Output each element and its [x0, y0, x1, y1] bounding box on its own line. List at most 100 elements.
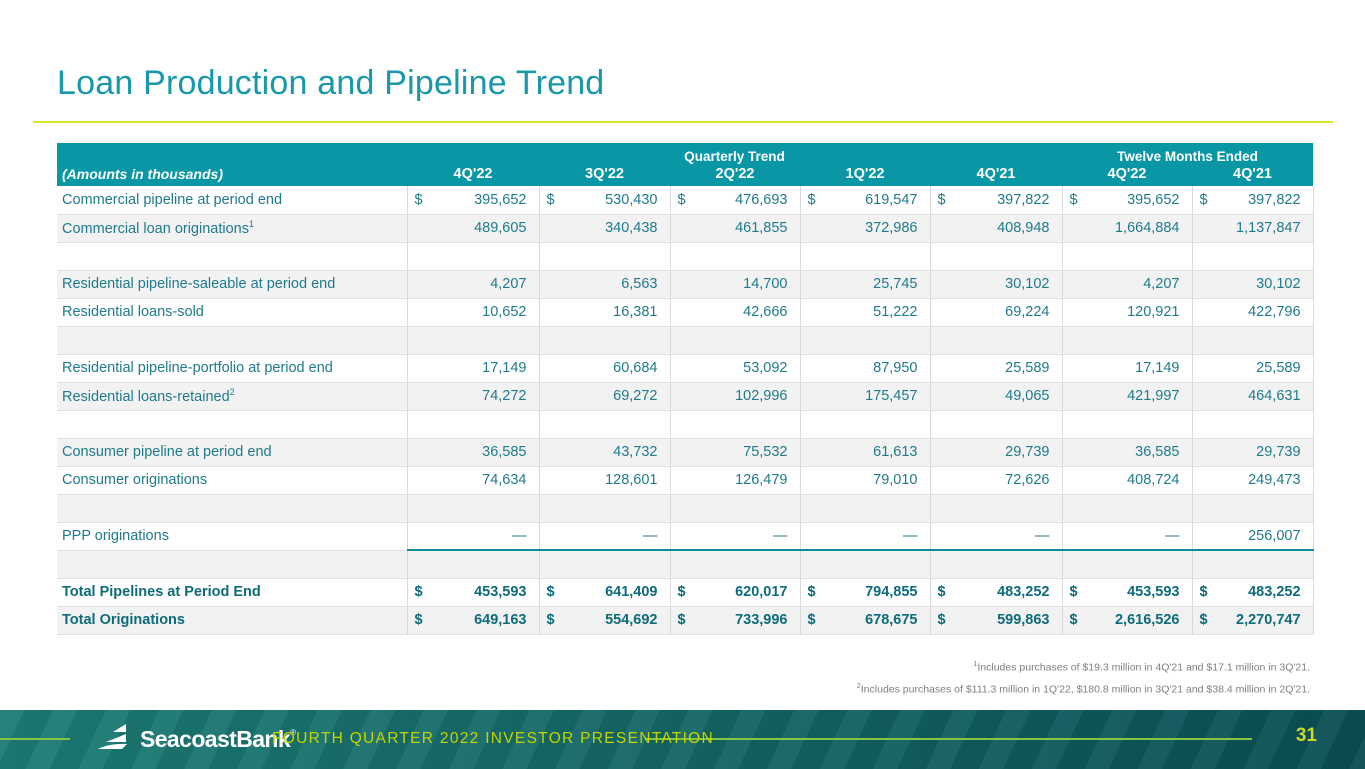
cell-value: —	[773, 527, 788, 544]
cell-value: 249,473	[1248, 472, 1301, 488]
value-cell	[1061, 550, 1192, 579]
value-cell: 75,532	[669, 438, 800, 467]
value-cell: 72,626	[929, 466, 1062, 495]
column-header: 4Q'21	[930, 164, 1062, 186]
group-header-row: Quarterly Trend Twelve Months Ended	[57, 143, 1314, 164]
footnote-1: 1Includes purchases of $19.3 million in …	[857, 655, 1310, 677]
row-label: Total Originations	[57, 606, 407, 635]
value-cell: 25,745	[799, 270, 930, 299]
table-body: Commercial pipeline at period end $395,65…	[57, 186, 1314, 635]
dollar-sign: $	[414, 612, 423, 628]
cell-value: 372,986	[865, 220, 918, 236]
table-row: Residential pipeline-saleable at period …	[57, 270, 1314, 299]
cell-value: 489,605	[474, 220, 527, 236]
value-cell: 6,563	[538, 270, 670, 299]
row-label: Residential pipeline-saleable at period …	[57, 270, 407, 299]
column-header-row: (Amounts in thousands) 4Q'22 3Q'22 2Q'22…	[57, 164, 1314, 186]
row-label: Residential loans-retained2	[57, 382, 407, 411]
cell-value: 49,065	[1005, 388, 1050, 404]
dollar-sign: $	[937, 584, 946, 600]
value-cell: $395,652	[406, 186, 539, 215]
row-label: Consumer originations	[57, 466, 407, 495]
value-cell: 1,137,847	[1191, 214, 1314, 243]
value-cell	[1061, 242, 1192, 271]
cell-value: 453,593	[474, 584, 527, 600]
value-cell: $794,855	[799, 578, 930, 607]
value-cell	[929, 410, 1062, 439]
value-cell: 43,732	[538, 438, 670, 467]
value-cell	[538, 494, 670, 523]
value-cell: $397,822	[929, 186, 1062, 215]
value-cell: 4,207	[1061, 270, 1192, 299]
page-title: Loan Production and Pipeline Trend	[57, 64, 605, 102]
value-cell: 30,102	[1191, 270, 1314, 299]
value-cell	[1061, 326, 1192, 355]
cell-value: 25,745	[873, 276, 918, 292]
cell-value: 476,693	[735, 191, 788, 208]
cell-value: 408,724	[1127, 472, 1180, 488]
value-cell: 61,613	[799, 438, 930, 467]
cell-value: 25,589	[1005, 360, 1050, 376]
table-row: Residential pipeline-portfolio at period…	[57, 354, 1314, 383]
cell-value: 53,092	[743, 360, 788, 376]
value-cell: 42,666	[669, 298, 800, 327]
cell-value: 395,652	[1127, 191, 1180, 208]
footnote-sup: 1	[973, 659, 978, 668]
row-label	[57, 410, 407, 439]
cell-value: 126,479	[735, 472, 788, 488]
value-cell: $599,863	[929, 606, 1062, 635]
value-cell	[1061, 494, 1192, 523]
value-cell: 14,700	[669, 270, 800, 299]
loan-production-table-container: Quarterly Trend Twelve Months Ended (Amo…	[57, 143, 1314, 635]
cell-value: 69,224	[1005, 304, 1050, 320]
footnote-2: 2Includes purchases of $111.3 million in…	[857, 677, 1310, 699]
spacer-row	[57, 242, 1314, 271]
value-cell	[799, 494, 930, 523]
value-cell: 87,950	[799, 354, 930, 383]
cell-value: 733,996	[735, 612, 788, 628]
value-cell: 464,631	[1191, 382, 1314, 411]
row-label	[57, 494, 407, 523]
cell-value: 461,855	[735, 220, 788, 236]
cell-value: 649,163	[474, 612, 527, 628]
value-cell: —	[929, 522, 1062, 551]
dollar-sign: $	[807, 584, 816, 600]
cell-value: 102,996	[735, 388, 788, 404]
table-row: Consumer originations 74,634 128,601 126,47…	[57, 466, 1314, 495]
cell-value: 74,634	[482, 472, 527, 488]
value-cell: 422,796	[1191, 298, 1314, 327]
cell-value: 4,207	[1143, 276, 1180, 292]
dollar-sign: $	[1069, 584, 1078, 600]
row-label	[57, 242, 407, 271]
table-row: Total Originations $649,163 $554,692 $733,9…	[57, 606, 1314, 635]
spacer-row	[57, 494, 1314, 523]
dollar-sign: $	[1069, 612, 1078, 628]
row-label: PPP originations	[57, 522, 407, 551]
spacer-row	[57, 326, 1314, 355]
dollar-sign: $	[414, 191, 423, 208]
value-cell: 60,684	[538, 354, 670, 383]
cell-value: 6,563	[621, 276, 658, 292]
table-row: Total Pipelines at Period End $453,593 $64…	[57, 578, 1314, 607]
value-cell: —	[538, 522, 670, 551]
dollar-sign: $	[546, 584, 555, 600]
value-cell	[669, 326, 800, 355]
cell-value: 421,997	[1127, 388, 1180, 404]
value-cell: $619,547	[799, 186, 930, 215]
value-cell: 36,585	[406, 438, 539, 467]
cell-value: —	[903, 527, 918, 544]
cell-value: 128,601	[605, 472, 658, 488]
table-row: Residential loans-sold 10,652 16,381 42,666…	[57, 298, 1314, 327]
cell-value: 464,631	[1248, 388, 1301, 404]
value-cell	[799, 326, 930, 355]
cell-value: 4,207	[490, 276, 527, 292]
dollar-sign: $	[414, 584, 423, 600]
value-cell	[799, 242, 930, 271]
value-cell	[1191, 326, 1314, 355]
cell-value: 678,675	[865, 612, 918, 628]
cell-value: 397,822	[1248, 191, 1301, 208]
cell-value: 483,252	[997, 584, 1050, 600]
cell-value: 51,222	[873, 304, 918, 320]
dollar-sign: $	[1199, 191, 1208, 208]
